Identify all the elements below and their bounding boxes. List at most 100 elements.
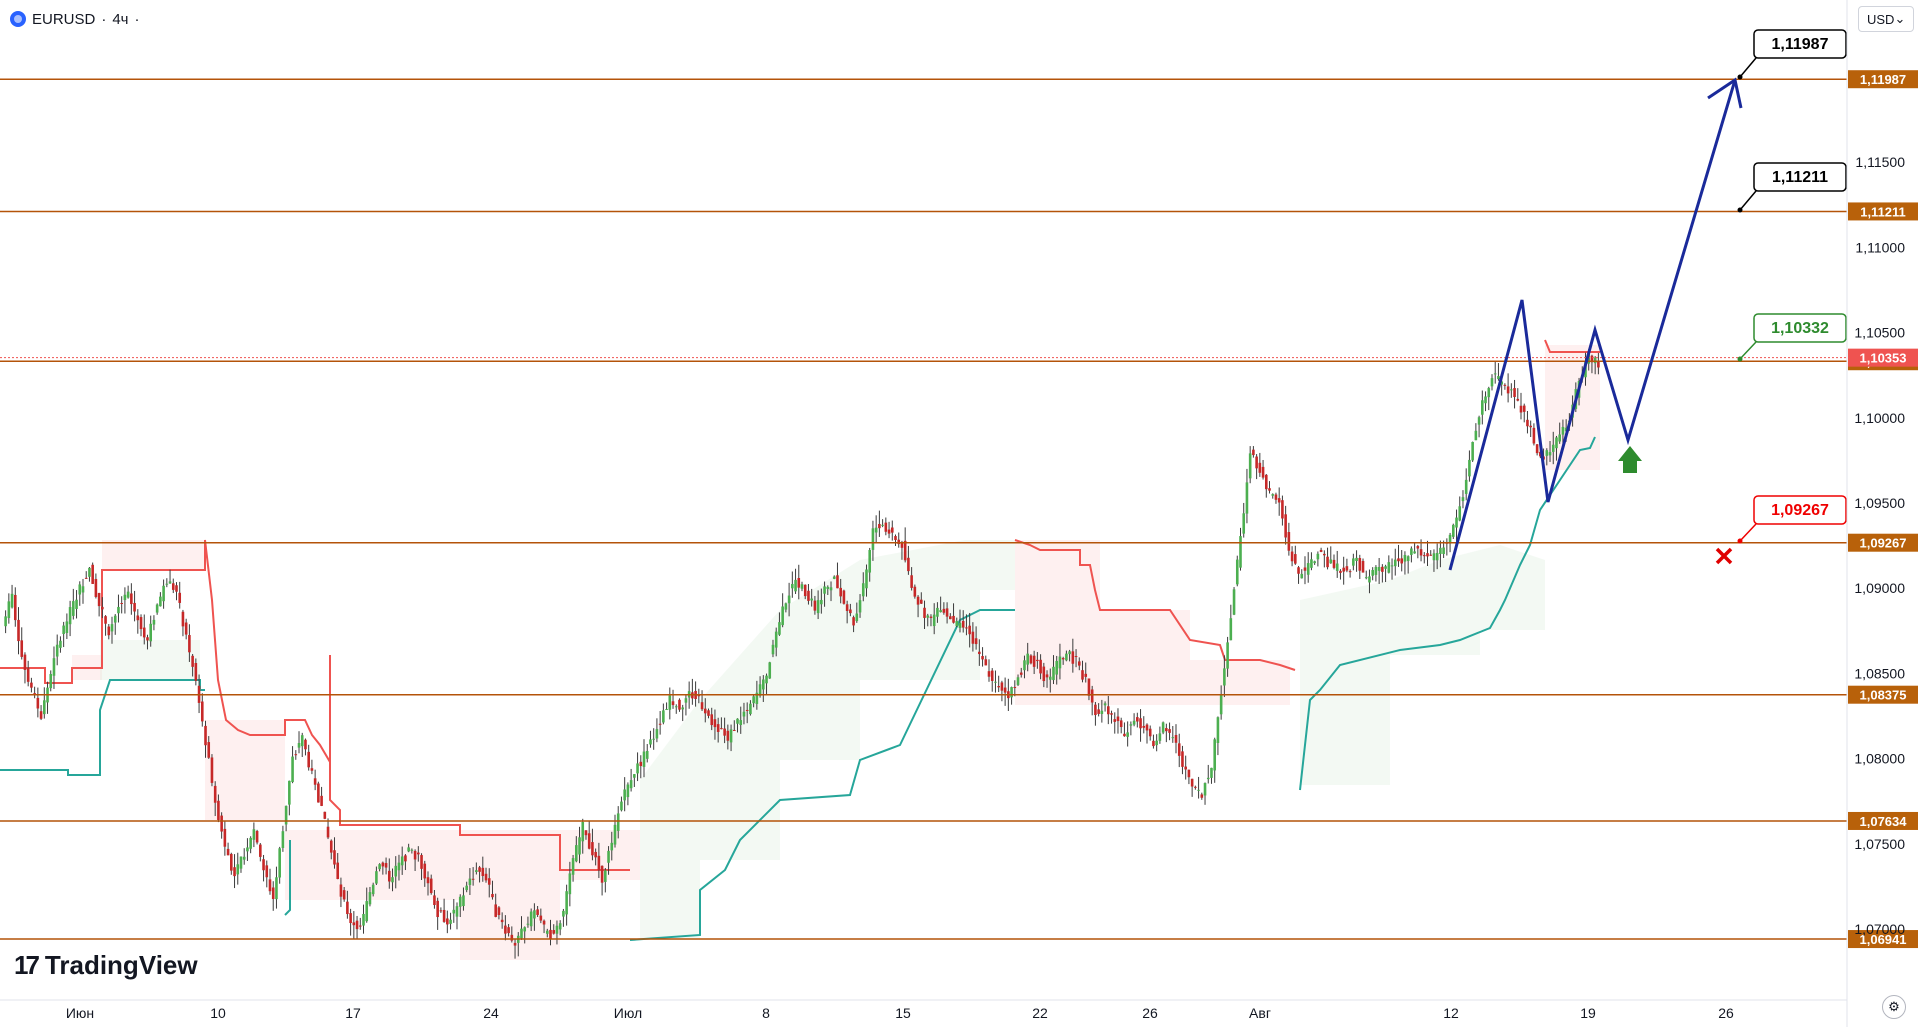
candle-body (613, 824, 617, 845)
candle-body (346, 901, 349, 915)
candle-body (600, 865, 604, 883)
candle-body (813, 600, 817, 611)
callout-leader (1739, 57, 1757, 78)
candle-body (1397, 558, 1400, 562)
candle-body (1036, 659, 1039, 662)
candle-body (1513, 388, 1516, 398)
candle-body (1355, 557, 1358, 562)
candle-body (504, 925, 507, 934)
candle-body (829, 587, 833, 591)
candle-body (191, 655, 194, 667)
candle-body (932, 614, 936, 627)
candle-body (1468, 459, 1471, 477)
candle-body (1274, 494, 1278, 500)
price-level-tag (1848, 533, 1918, 552)
candle-body (729, 729, 733, 743)
candle-body (1458, 506, 1462, 521)
candle-body (1087, 678, 1091, 696)
tradingview-logo[interactable]: 17 TradingView (14, 950, 198, 981)
candle-body (913, 586, 917, 597)
candle-body (987, 671, 991, 677)
symbol-name[interactable]: EURUSD (32, 10, 96, 28)
candle-body (539, 915, 543, 921)
candle-body (429, 878, 433, 894)
candle-body (1171, 737, 1175, 739)
candle-body (1555, 437, 1558, 449)
candle-body (826, 586, 830, 589)
candle-body (320, 795, 323, 806)
candle-body (333, 850, 336, 865)
candle-body (1090, 689, 1094, 703)
candle-body (1406, 556, 1410, 562)
candle-body (1471, 441, 1474, 461)
candle-body (1461, 497, 1465, 502)
candle-body (1139, 718, 1142, 729)
candle-body (1190, 778, 1194, 787)
candle-body (200, 701, 204, 722)
candle-body (732, 729, 736, 731)
candle-body (1003, 687, 1007, 693)
projection-path (1448, 79, 1737, 571)
candle-body (1306, 563, 1310, 575)
candle-body (1048, 676, 1052, 680)
candle-body (468, 878, 472, 885)
candle-body (665, 709, 668, 711)
candle-body (1213, 739, 1217, 771)
candle-body (990, 670, 994, 681)
gear-icon[interactable]: ⚙ (1882, 995, 1906, 1019)
interval-label[interactable]: 4ч (112, 10, 129, 28)
candle-body (1323, 553, 1326, 556)
candle-body (458, 896, 462, 907)
candle-body (633, 774, 636, 778)
candle-body (1074, 656, 1078, 658)
candle-body (929, 616, 933, 618)
level-layer: 1,11987 1,11211 1,10332 1,09267 1,08375 1,076… (0, 70, 1918, 949)
x-tick-label: 10 (210, 1005, 226, 1021)
price-level-tag (1848, 930, 1918, 949)
candle-body (1297, 567, 1300, 574)
candle-body (571, 858, 575, 875)
candle-body (1065, 653, 1068, 661)
candle-body (716, 724, 720, 732)
candle-body (81, 586, 85, 593)
candle-body (536, 909, 539, 915)
candle-body (1435, 552, 1439, 561)
candle-body (584, 830, 588, 836)
price-level-tag-text: 1,06941 (1860, 932, 1907, 947)
candle-body (1419, 549, 1423, 556)
candle-body (1384, 566, 1387, 569)
candle-body (968, 625, 971, 635)
candle-body (642, 751, 646, 767)
trailing-stop-line (0, 539, 630, 871)
candle-body (1371, 570, 1374, 576)
symbol-header[interactable]: EURUSD · 4ч · (10, 8, 140, 30)
y-tick-label: 1,09000 (1854, 580, 1905, 596)
candle-body (62, 625, 65, 635)
candle-body (523, 927, 527, 932)
candle-body (1126, 732, 1129, 737)
currency-select[interactable]: USD ⌄ (1858, 6, 1914, 32)
bear-band (1015, 540, 1290, 705)
candle-body (494, 904, 497, 917)
candle-body (329, 840, 333, 853)
candle-body (1229, 618, 1233, 641)
candle-body (1400, 558, 1404, 564)
candle-body (49, 674, 53, 689)
candle-body (1403, 554, 1407, 562)
candle-body (771, 644, 775, 655)
candle-body (255, 830, 259, 843)
candle-body (1484, 396, 1487, 404)
candle-body (165, 583, 169, 585)
candle-body (1294, 554, 1297, 564)
zone-layer (0, 1, 1600, 960)
candle-body (1532, 427, 1536, 444)
candle-body (471, 878, 475, 880)
candle-body (130, 593, 133, 605)
candle-body (149, 623, 153, 642)
candle-body (978, 651, 981, 655)
candle-body (981, 656, 984, 660)
candle-body (1264, 474, 1268, 490)
candle-body (439, 910, 443, 912)
candle-body (1300, 573, 1304, 579)
